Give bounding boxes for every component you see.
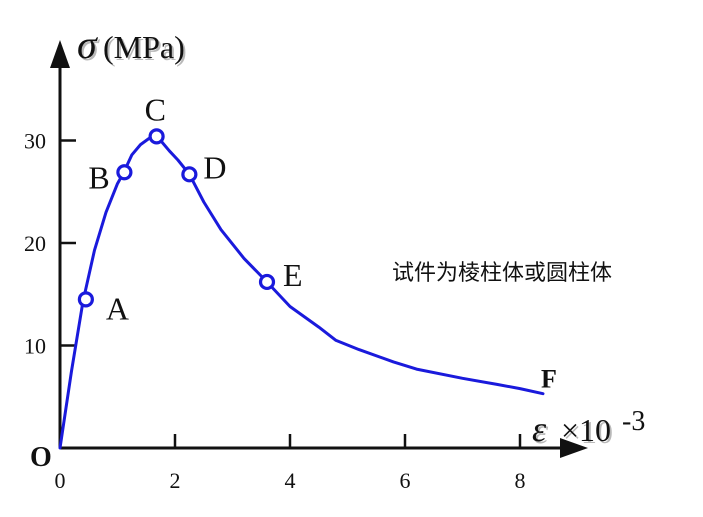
point-c-marker (148, 128, 165, 145)
x-axis-label: ε ε ×10 ×10 -3 (532, 406, 645, 451)
point-a-label: A (106, 290, 129, 326)
point-e-marker (258, 273, 276, 291)
x-axis-multiplier: ×10 (561, 412, 611, 448)
x-tick-label: 4 (285, 468, 296, 493)
point-b-marker (116, 164, 133, 181)
y-axis-symbol: σ (77, 22, 98, 67)
point-e-label: E (283, 257, 303, 293)
y-axis-label: σ σ (MPa) (MPa) (77, 22, 187, 69)
point-b-label: B (88, 159, 109, 195)
x-tick-label: 0 (55, 468, 66, 493)
point-f-label: F (541, 365, 557, 394)
point-d-label: D (203, 149, 226, 185)
svg-text:×10: ×10 (563, 414, 613, 450)
point-d-marker (181, 166, 198, 183)
origin-label: O (30, 442, 52, 473)
specimen-annotation: 试件为棱柱体或圆柱体 (392, 261, 612, 286)
x-axis-exponent: -3 (622, 406, 645, 437)
y-axis-arrow (50, 40, 70, 68)
curve-markers: A BC D E F (77, 91, 557, 394)
x-tick-label: 8 (515, 468, 526, 493)
point-c-label: C (145, 91, 166, 127)
svg-text:ε: ε (534, 411, 549, 451)
y-tick-label: 10 (24, 334, 46, 359)
point-a-marker (77, 291, 94, 308)
svg-text:σ: σ (79, 24, 100, 69)
y-tick-label: 20 (24, 231, 46, 256)
x-axis-arrow (560, 438, 588, 458)
x-tick-label: 2 (170, 468, 181, 493)
svg-text:(MPa): (MPa) (105, 31, 187, 67)
x-tick-label: 6 (400, 468, 411, 493)
y-tick-label: 30 (24, 129, 46, 154)
axis-ticks: 0 2 4 6 8 10 20 30 (24, 129, 526, 494)
y-axis-unit: (MPa) (103, 29, 185, 65)
x-axis-symbol: ε (532, 409, 547, 449)
